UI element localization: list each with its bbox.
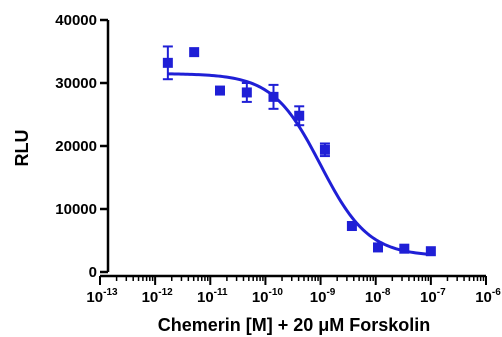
data-point <box>399 243 410 254</box>
y-axis-title: RLU <box>12 130 32 167</box>
data-point <box>214 85 225 96</box>
y-axis: 0 10000 20000 30000 40000 <box>55 12 110 281</box>
y-tick-label: 20000 <box>55 138 97 155</box>
x-tick-base: 10 <box>475 289 492 306</box>
x-tick-base: 10 <box>310 289 327 306</box>
x-tick-base: 10 <box>142 289 159 306</box>
x-tick-label: 10-12 <box>142 287 174 306</box>
data-point <box>268 91 279 102</box>
data-point <box>372 242 383 253</box>
data-point <box>425 246 436 257</box>
x-tick-exponent: -7 <box>437 287 446 298</box>
fit-curve <box>167 72 431 256</box>
x-tick-exponent: -13 <box>103 287 118 298</box>
x-tick-base: 10 <box>252 289 269 306</box>
x-tick-base: 10 <box>86 289 103 306</box>
data-point <box>346 221 357 232</box>
x-axis: 10-13 10-12 10-11 10-10 10-9 10-8 10-7 10-6 <box>86 274 501 306</box>
data-point <box>162 57 173 68</box>
x-axis-title: Chemerin [M] + 20 μM Forskolin <box>158 315 431 335</box>
x-tick-exponent: -6 <box>492 287 501 298</box>
data-point <box>189 47 200 58</box>
data-point <box>294 110 305 121</box>
x-tick-exponent: -10 <box>269 287 284 298</box>
x-tick-label: 10-11 <box>197 287 228 306</box>
y-tick-label: 0 <box>89 264 97 281</box>
x-tick-base: 10 <box>420 289 437 306</box>
data-point <box>319 144 330 155</box>
x-tick-exponent: -9 <box>326 287 335 298</box>
x-tick-base: 10 <box>365 289 382 306</box>
x-tick-label: 10-9 <box>310 287 336 306</box>
x-tick-label: 10-13 <box>86 287 118 306</box>
x-tick-base: 10 <box>197 289 214 306</box>
x-tick-label: 10-8 <box>365 287 391 306</box>
data-point <box>241 87 252 98</box>
x-tick-label: 10-10 <box>252 287 284 306</box>
plot-area <box>162 45 436 257</box>
y-tick-label: 30000 <box>55 75 97 92</box>
y-tick-label: 10000 <box>55 201 97 218</box>
x-tick-exponent: -11 <box>214 287 228 298</box>
x-tick-exponent: -12 <box>158 287 173 298</box>
x-tick-label: 10-7 <box>420 287 446 306</box>
x-tick-label: 10-6 <box>475 287 501 306</box>
x-tick-exponent: -8 <box>382 287 391 298</box>
y-tick-label: 40000 <box>55 12 97 29</box>
